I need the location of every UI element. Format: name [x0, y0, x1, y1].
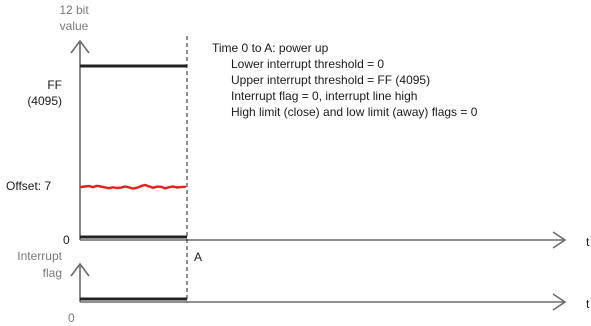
annotation-heading: Time 0 to A: power up [212, 41, 329, 55]
ff-label-line1: FF [47, 78, 62, 92]
offset-signal-trace [79, 183, 187, 190]
upper-t-label: t [586, 235, 590, 249]
interrupt-label-line2: flag [42, 266, 62, 280]
lower-x-axis-arrowhead [552, 293, 567, 311]
annotation-line: High limit (close) and low limit (away) … [231, 105, 478, 119]
y-axis-title-line1: 12 bit [59, 3, 89, 17]
marker-a-label: A [194, 250, 203, 264]
offset-label: Offset: 7 [6, 179, 52, 193]
ff-label-line2: (4095) [27, 94, 62, 108]
lower-y-axis-arrowhead [70, 262, 90, 277]
lower-t-label: t [586, 297, 590, 311]
upper-y-axis-arrowhead [70, 39, 90, 54]
upper-zero-label: 0 [63, 233, 70, 247]
interrupt-label-line1: Interrupt [17, 249, 62, 263]
annotation-line: Lower interrupt threshold = 0 [231, 57, 385, 71]
upper-x-axis-arrowhead [552, 231, 567, 249]
annotation-line: Upper interrupt threshold = FF (4095) [231, 73, 431, 87]
annotation-line: Interrupt flag = 0, interrupt line high [231, 89, 418, 103]
lower-zero-label: 0 [68, 311, 75, 325]
y-axis-title-line2: value [59, 19, 89, 33]
